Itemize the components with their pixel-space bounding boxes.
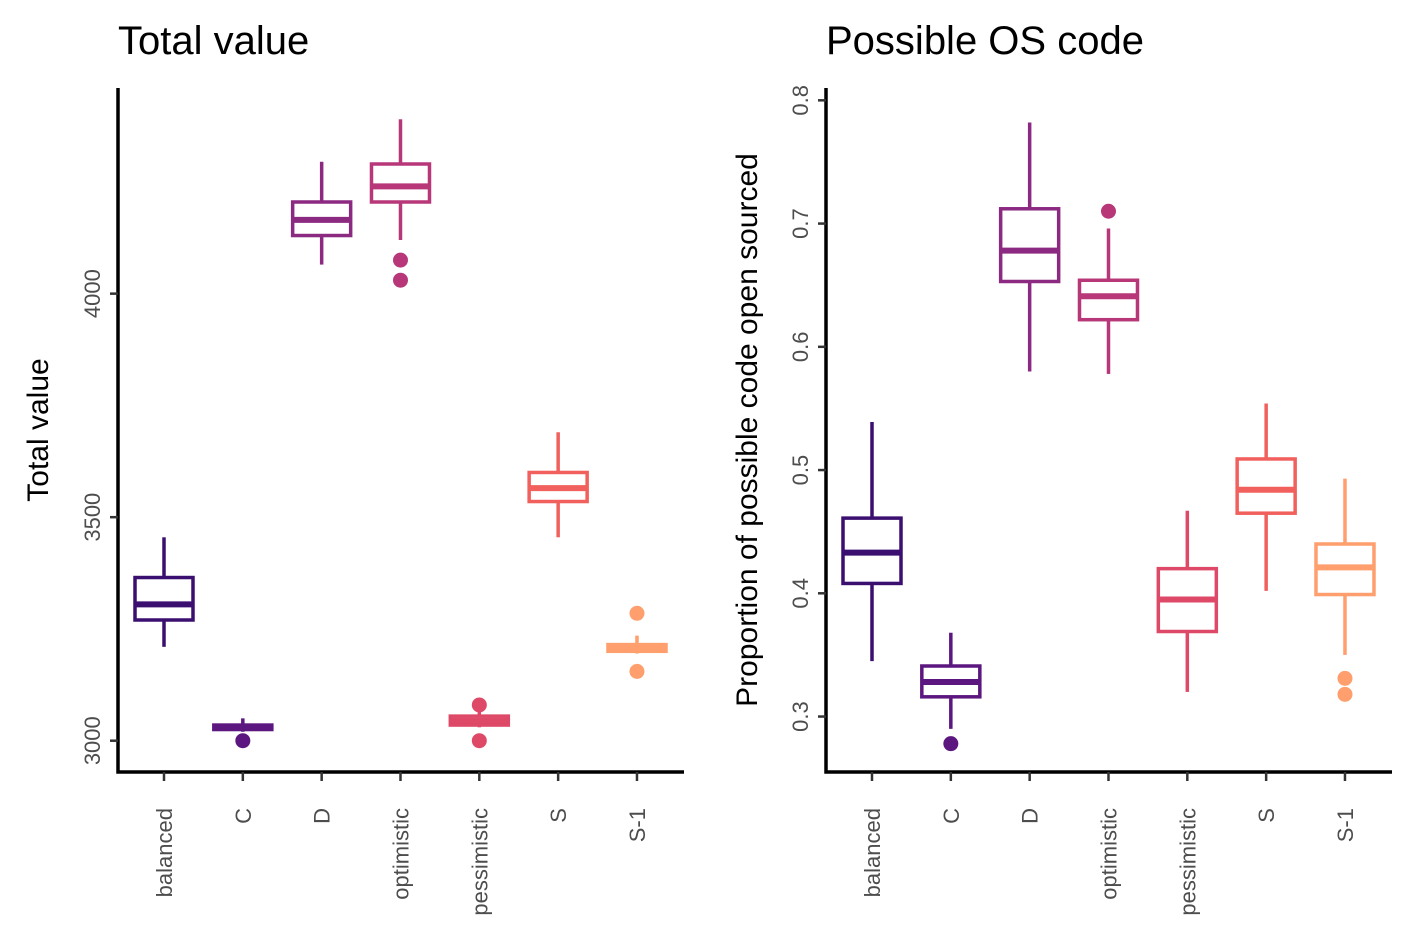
axes bbox=[824, 88, 1392, 774]
outlier-point bbox=[471, 697, 487, 713]
y-tick-label: 0.5 bbox=[788, 455, 813, 486]
x-tick-label: S-1 bbox=[625, 808, 650, 842]
y-axis-title: Proportion of possible code open sourced bbox=[731, 153, 764, 707]
box-pessimistic bbox=[448, 697, 511, 749]
x-tick-label: S bbox=[546, 808, 571, 823]
box-balanced bbox=[133, 537, 195, 647]
outlier-point bbox=[471, 733, 487, 749]
box-D bbox=[290, 161, 353, 265]
box-S-1 bbox=[606, 605, 668, 679]
y-tick-label: 0.4 bbox=[788, 578, 813, 609]
outlier-point bbox=[235, 733, 251, 749]
box-S bbox=[527, 432, 589, 538]
box-C bbox=[920, 632, 982, 752]
box-pessimistic bbox=[1156, 510, 1219, 692]
outlier-point bbox=[1337, 686, 1353, 702]
outlier-point bbox=[392, 272, 408, 288]
y-tick-label: 3000 bbox=[80, 716, 105, 765]
box-balanced bbox=[841, 421, 903, 662]
x-tick-label: S bbox=[1254, 808, 1279, 823]
y-tick-label: 0.8 bbox=[788, 85, 813, 116]
axes bbox=[116, 88, 684, 774]
panel-title: Possible OS code bbox=[826, 19, 1144, 63]
outlier-point bbox=[943, 736, 959, 752]
box-S-1 bbox=[1314, 478, 1376, 702]
y-tick-label: 0.3 bbox=[788, 701, 813, 732]
x-tick-label: balanced bbox=[860, 808, 885, 897]
panel-total-value: Total value Total value 3000 3500 4000 bala… bbox=[22, 19, 684, 916]
x-tick-label: balanced bbox=[152, 808, 177, 897]
y-tick-label: 0.7 bbox=[788, 208, 813, 239]
outlier-point bbox=[629, 605, 645, 621]
outlier-point bbox=[1337, 670, 1353, 686]
box-S bbox=[1235, 403, 1297, 591]
x-tick-label: pessimistic bbox=[1175, 808, 1200, 916]
box-optimistic bbox=[369, 119, 432, 288]
y-tick-label: 4000 bbox=[80, 269, 105, 318]
box-C bbox=[212, 718, 274, 749]
x-tick-label: pessimistic bbox=[467, 808, 492, 916]
iqr-box bbox=[1077, 278, 1140, 322]
box-optimistic bbox=[1077, 203, 1140, 374]
x-tick-label: D bbox=[310, 808, 335, 824]
x-tick-label: C bbox=[939, 808, 964, 824]
panel-possible-os-code: Possible OS code Proportion of possible … bbox=[731, 19, 1392, 916]
x-tick-label: S-1 bbox=[1333, 808, 1358, 842]
x-tick-label: optimistic bbox=[1096, 808, 1121, 900]
iqr-box bbox=[369, 162, 432, 204]
iqr-box bbox=[133, 575, 195, 622]
outlier-point bbox=[392, 252, 408, 268]
outlier-point bbox=[1100, 203, 1116, 219]
box-D bbox=[998, 122, 1061, 372]
x-tick-label: D bbox=[1018, 808, 1043, 824]
y-tick-label: 3500 bbox=[80, 493, 105, 542]
iqr-box bbox=[1235, 457, 1297, 515]
outlier-point bbox=[629, 663, 645, 679]
panel-title: Total value bbox=[118, 19, 309, 63]
x-tick-label: C bbox=[231, 808, 256, 824]
y-tick-label: 0.6 bbox=[788, 332, 813, 363]
y-axis-title: Total value bbox=[22, 358, 55, 501]
iqr-box bbox=[998, 207, 1061, 284]
x-tick-label: optimistic bbox=[388, 808, 413, 900]
